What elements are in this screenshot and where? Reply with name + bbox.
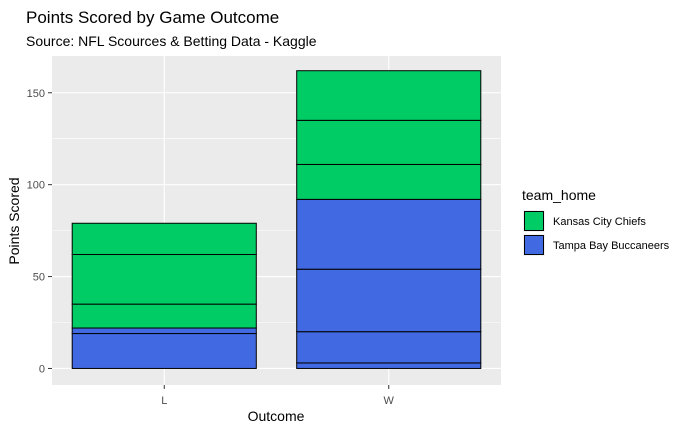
bar-segment-W-1	[296, 331, 482, 364]
bar-segment-W-6	[296, 70, 482, 121]
y-tick-label: 150	[27, 88, 45, 100]
y-tick-label: 0	[39, 363, 45, 375]
bars	[71, 70, 482, 369]
legend-label: Tampa Bay Buccaneers	[553, 240, 670, 252]
x-tick-label: L	[161, 395, 167, 407]
y-axis: 0 50 100 150	[27, 88, 52, 375]
bar-segment-W-4	[296, 163, 482, 200]
legend-swatch	[524, 211, 544, 231]
bar-segment-W-5	[296, 119, 482, 165]
bar-segment-W-2	[296, 268, 482, 333]
bar-segment-W-3	[296, 198, 482, 270]
legend-swatch	[524, 235, 544, 255]
x-tick-label: W	[384, 395, 395, 407]
legend-label: Kansas City Chiefs	[553, 216, 646, 228]
bar-segment-L-0	[71, 333, 257, 369]
x-axis-title: Outcome	[248, 408, 305, 424]
bar-segment-L-2	[71, 303, 257, 329]
bar-segment-W-0	[296, 362, 482, 369]
bar-segment-L-3	[71, 254, 257, 305]
chart-title: Points Scored by Game Outcome	[26, 8, 279, 27]
bar-segment-L-4	[71, 222, 257, 256]
y-tick-label: 100	[27, 180, 45, 192]
chart-subtitle: Source: NFL Scources & Betting Data - Ka…	[26, 33, 317, 49]
y-axis-title: Points Scored	[6, 177, 22, 264]
bar-segment-L-1	[71, 327, 257, 335]
y-tick-label: 50	[33, 272, 45, 284]
legend: team_home Kansas City Chiefs Tampa Bay Bu…	[522, 187, 670, 256]
legend-title: team_home	[522, 187, 596, 203]
